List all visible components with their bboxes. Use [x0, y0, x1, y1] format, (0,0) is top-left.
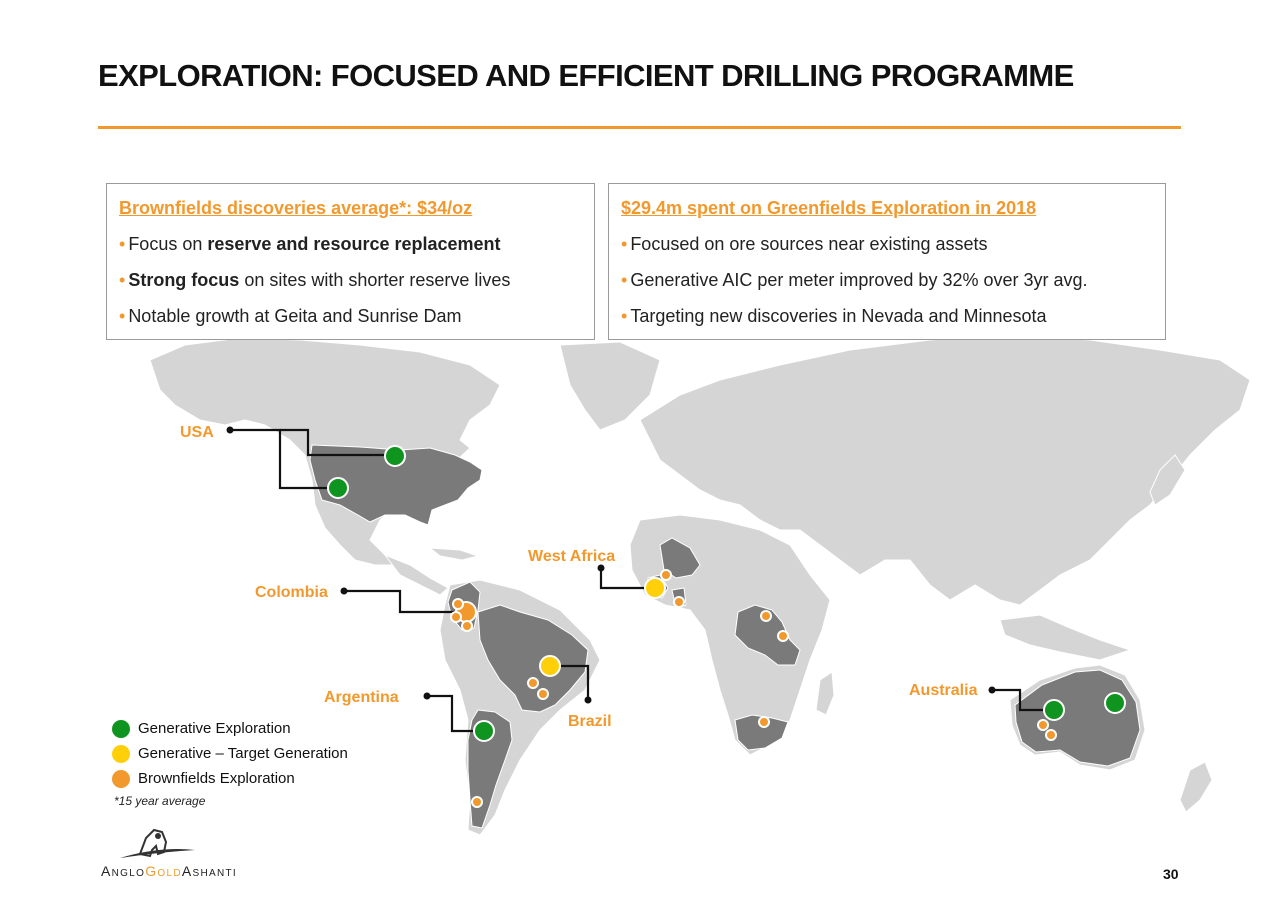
title-rule	[98, 126, 1181, 129]
marker-australia-2	[1104, 692, 1126, 714]
callout-endpoints	[226, 426, 996, 704]
marker-west-africa-1	[644, 577, 666, 599]
label-west-africa: West Africa	[528, 548, 615, 565]
legend-swatch-yellow	[112, 744, 130, 763]
legend-item-generative-exploration: Generative Exploration	[112, 716, 348, 741]
callout-dot-brazil	[584, 696, 592, 704]
callout-line-australia	[992, 688, 1054, 712]
land-greenland	[559, 341, 661, 431]
country-south-africa	[734, 714, 789, 751]
label-argentina: Argentina	[324, 689, 399, 706]
land-japan	[1149, 454, 1186, 506]
callout-lines	[230, 428, 1054, 733]
marker-brazil-1	[539, 655, 561, 677]
callout-dot-west-africa	[597, 564, 605, 572]
greenfields-bullet-1: • Focused on ore sources near existing as…	[621, 234, 988, 254]
label-colombia: Colombia	[255, 584, 328, 601]
legend-item-target-generation: Generative – Target Generation	[112, 741, 348, 766]
land-new-zealand	[1179, 761, 1213, 813]
marker-south-africa-1	[758, 716, 770, 728]
callout-line-argentina	[427, 694, 484, 733]
site-markers	[327, 445, 1126, 808]
logo-wordmark: AngloGoldAshanti	[101, 863, 237, 879]
brownfields-box: Brownfields discoveries average*: $34/oz…	[106, 183, 595, 340]
brownfields-bullet-1: • Focus on reserve and resource replaceme…	[119, 234, 501, 254]
marker-usa-1	[384, 445, 406, 467]
page-number: 30	[1163, 866, 1179, 882]
greenfields-bullet-2: • Generative AIC per meter improved by 32…	[621, 270, 1088, 290]
marker-colombia-2	[452, 598, 464, 610]
callout-dot-australia	[988, 686, 996, 694]
land-caribbean	[428, 547, 480, 561]
marker-brazil-2	[527, 677, 539, 689]
marker-west-africa-3	[673, 596, 685, 608]
legend-label: Brownfields Exploration	[138, 770, 295, 787]
marker-brazil-3	[537, 688, 549, 700]
legend-item-brownfields-exploration: Brownfields Exploration	[112, 766, 348, 791]
country-usa	[309, 444, 483, 526]
country-tanzania-drc	[734, 604, 801, 666]
callout-line-usa-2	[280, 428, 395, 457]
legend-swatch-orange	[112, 769, 130, 788]
callout-dot-argentina	[423, 692, 431, 700]
marker-argentina-2	[471, 796, 483, 808]
callout-line-west-africa	[599, 568, 655, 590]
legend-swatch-green	[112, 719, 130, 738]
anglogoldashanti-logo-icon	[120, 828, 195, 858]
greenfields-heading: $29.4m spent on Greenfields Exploration …	[621, 198, 1037, 218]
greenfields-bullet-3: • Targeting new discoveries in Nevada and…	[621, 306, 1047, 326]
legend-label: Generative Exploration	[138, 720, 291, 737]
brownfields-bullet-3: • Notable growth at Geita and Sunrise Dam	[119, 306, 462, 326]
marker-west-africa-2	[660, 569, 672, 581]
label-australia: Australia	[909, 682, 978, 699]
callout-line-brazil	[550, 664, 590, 700]
marker-australia-1	[1043, 699, 1065, 721]
country-brazil	[477, 604, 589, 713]
brownfields-bullet-2: • Strong focus on sites with shorter rese…	[119, 270, 511, 290]
marker-australia-4	[1045, 729, 1057, 741]
land-madagascar	[815, 671, 835, 716]
greenfields-box: $29.4m spent on Greenfields Exploration …	[608, 183, 1166, 340]
marker-argentina-1	[473, 720, 495, 742]
marker-colombia-4	[461, 620, 473, 632]
land-central-america	[383, 553, 449, 596]
callout-dot-colombia	[340, 587, 348, 595]
callout-dot-usa	[226, 426, 234, 434]
marker-east-africa-2	[777, 630, 789, 642]
callout-line-colombia	[344, 589, 458, 614]
marker-usa-2	[327, 477, 349, 499]
footnote: *15 year average	[114, 794, 206, 808]
marker-east-africa-1	[760, 610, 772, 622]
slide-title: EXPLORATION: FOCUSED AND EFFICIENT DRILL…	[98, 58, 1074, 93]
marker-australia-3	[1037, 719, 1049, 731]
callout-line-usa	[230, 428, 338, 490]
marker-colombia-3	[450, 611, 462, 623]
legend-label: Generative – Target Generation	[138, 745, 348, 762]
label-usa: USA	[180, 424, 214, 441]
brownfields-heading: Brownfields discoveries average*: $34/oz	[119, 198, 473, 218]
label-brazil: Brazil	[568, 713, 612, 730]
map-legend: Generative Exploration Generative – Targ…	[112, 716, 348, 791]
land-se-asia-islands	[999, 614, 1132, 661]
land-africa	[629, 514, 831, 756]
